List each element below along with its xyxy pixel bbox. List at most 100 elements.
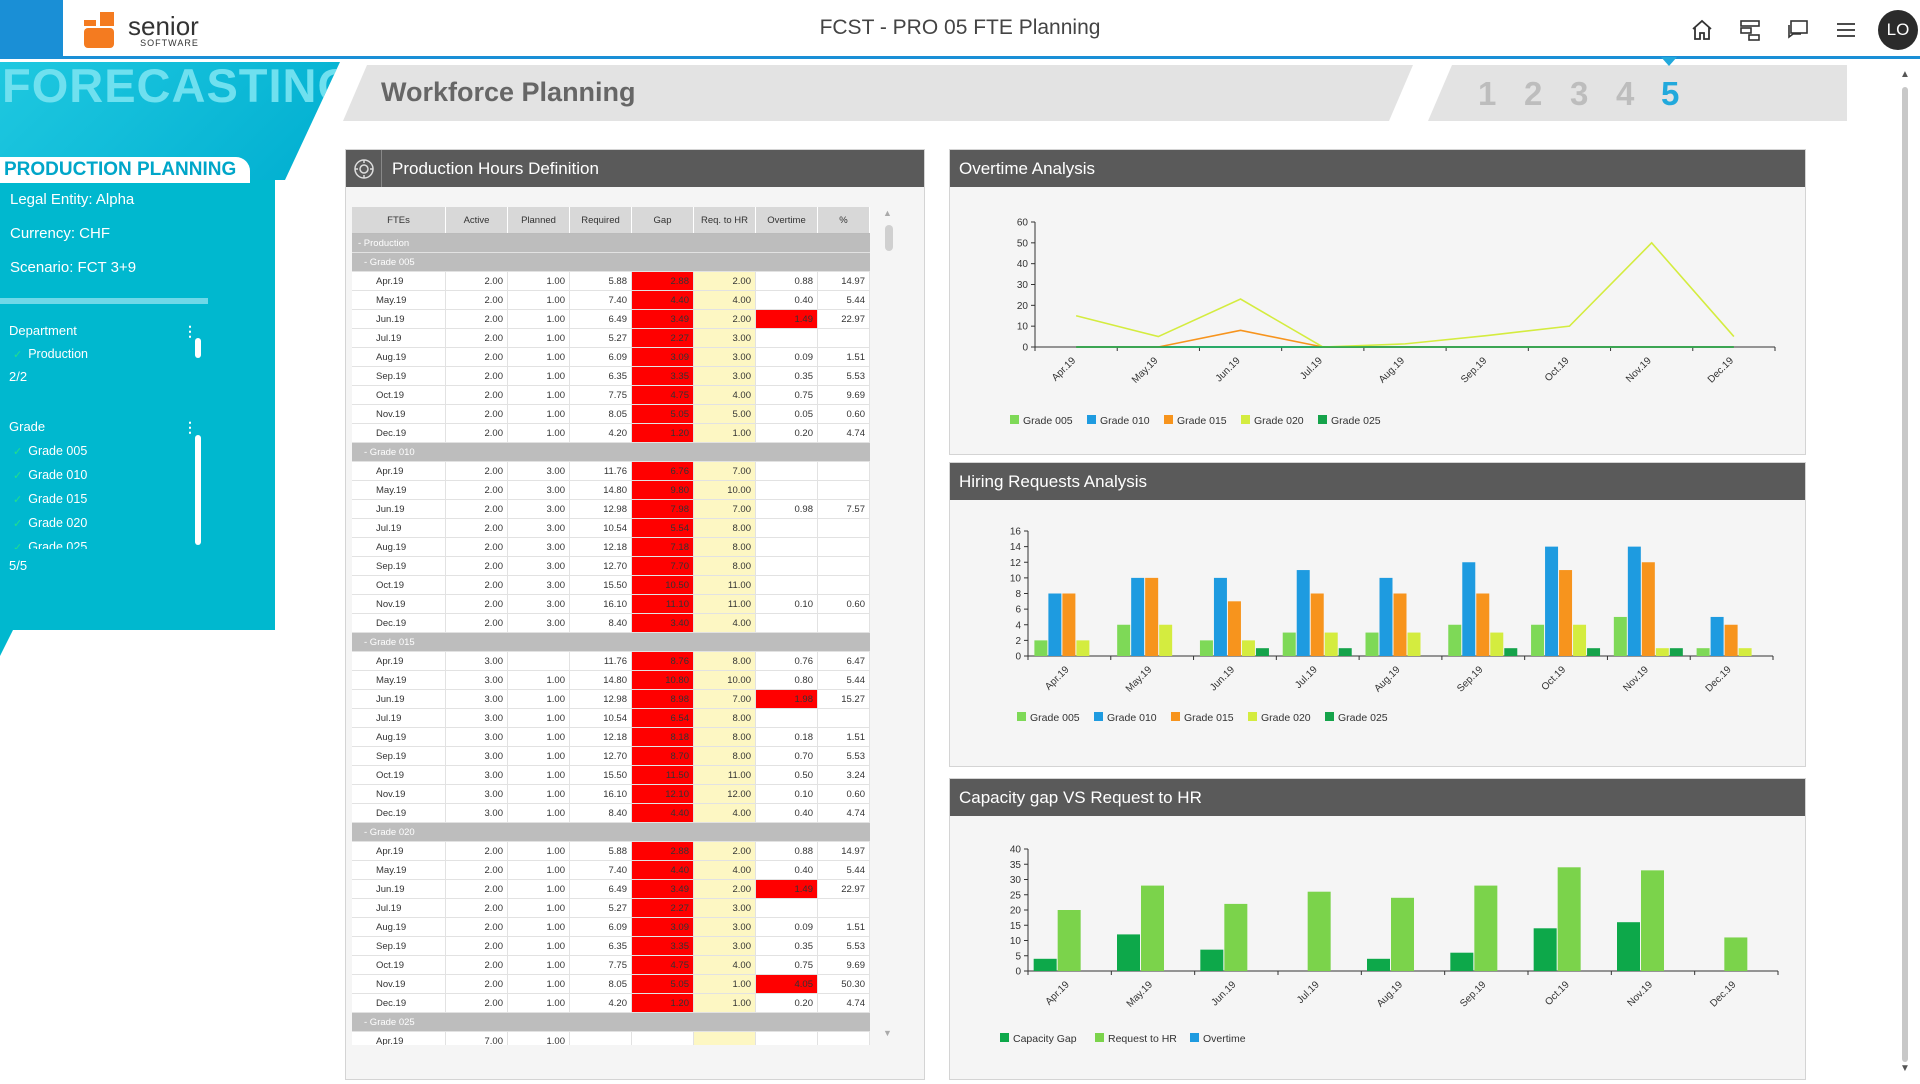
table-cell: 3.00: [694, 367, 756, 385]
table-row[interactable]: Aug.19 2.00 1.00 6.09 3.09 3.00 0.09 1.51: [352, 348, 870, 367]
table-row[interactable]: Aug.19 3.00 1.00 12.18 8.18 8.00 0.18 1.51: [352, 728, 870, 747]
group-row[interactable]: - Grade 005: [352, 253, 870, 272]
step-4[interactable]: 4: [1616, 75, 1635, 112]
department-scrollbar[interactable]: [195, 338, 201, 358]
table-cell: Sep.19: [352, 557, 446, 575]
table-row[interactable]: Aug.19 2.00 3.00 12.18 7.18 8.00: [352, 538, 870, 557]
step-1[interactable]: 1: [1478, 75, 1497, 112]
grade-options-icon[interactable]: ⋮: [183, 419, 197, 435]
table-row[interactable]: Jun.19 2.00 3.00 12.98 7.98 7.00 0.98 7.57: [352, 500, 870, 519]
table-row[interactable]: Sep.19 2.00 3.00 12.70 7.70 8.00: [352, 557, 870, 576]
bar: [1379, 577, 1393, 656]
column-header[interactable]: Required: [570, 207, 632, 233]
bar: [1450, 952, 1474, 971]
table-row[interactable]: Sep.19 3.00 1.00 12.70 8.70 8.00 0.70 5.53: [352, 747, 870, 766]
filter-item-grade-025[interactable]: ✓ Grade 025: [13, 540, 87, 549]
scroll-up-icon[interactable]: ▲: [883, 208, 892, 218]
overtime-line-chart: 0 10 20 30 40 50 60 Apr.19 May.19 Jun.19 Jul.19 Aug…: [1010, 218, 1776, 427]
filter-item-grade-020[interactable]: ✓ Grade 020: [13, 516, 88, 530]
table-row[interactable]: Oct.19 2.00 1.00 7.75 4.75 4.00 0.75 9.69: [352, 386, 870, 405]
table-cell: 4.05: [756, 975, 818, 993]
table-row[interactable]: Jul.19 2.00 1.00 5.27 2.27 3.00: [352, 899, 870, 918]
filter-item-grade-010[interactable]: ✓ Grade 010: [13, 468, 88, 482]
scroll-down-icon[interactable]: ▼: [1900, 1063, 1910, 1074]
group-row[interactable]: - Grade 020: [352, 823, 870, 842]
table-row[interactable]: Apr.19 2.00 1.00 5.88 2.88 2.00 0.88 14.97: [352, 842, 870, 861]
settings-gear-icon[interactable]: [346, 150, 382, 187]
department-options-icon[interactable]: ⋮: [183, 323, 197, 339]
filter-item-grade-015[interactable]: ✓ Grade 015: [13, 492, 88, 506]
table-row[interactable]: Dec.19 3.00 1.00 8.40 4.40 4.00 0.40 4.74: [352, 804, 870, 823]
table-row[interactable]: Jun.19 2.00 1.00 6.49 3.49 2.00 1.49 22.97: [352, 880, 870, 899]
table-row[interactable]: Sep.19 2.00 1.00 6.35 3.35 3.00 0.35 5.53: [352, 367, 870, 386]
scroll-up-icon[interactable]: ▲: [1900, 69, 1910, 80]
table-cell: 8.00: [694, 519, 756, 537]
table-cell: 9.80: [632, 481, 694, 499]
table-cell: 1.51: [818, 348, 870, 366]
table-cell: [756, 329, 818, 347]
menu-icon[interactable]: [1822, 8, 1870, 52]
table-row[interactable]: Apr.19 7.00 1.00: [352, 1032, 870, 1045]
section-tab[interactable]: PRODUCTION PLANNING: [0, 157, 251, 183]
app-launcher-block[interactable]: [0, 0, 63, 59]
table-cell: 3.49: [632, 880, 694, 898]
hierarchy-icon[interactable]: [1726, 8, 1774, 52]
table-row[interactable]: Nov.19 2.00 3.00 16.10 11.10 11.00 0.10 0.60: [352, 595, 870, 614]
table-row[interactable]: Dec.19 2.00 1.00 4.20 1.20 1.00 0.20 4.74: [352, 424, 870, 443]
x-tick-label: Jul.19: [1295, 979, 1322, 1006]
column-header[interactable]: Overtime: [756, 207, 818, 233]
column-header[interactable]: FTEs: [352, 207, 446, 233]
group-row[interactable]: - Grade 025: [352, 1013, 870, 1032]
table-row[interactable]: Dec.19 2.00 1.00 4.20 1.20 1.00 0.20 4.74: [352, 994, 870, 1013]
page-scrollbar[interactable]: ▲ ▼: [1896, 65, 1914, 1078]
scroll-down-icon[interactable]: ▼: [883, 1028, 892, 1038]
column-header[interactable]: Req. to HR: [694, 207, 756, 233]
step-2[interactable]: 2: [1524, 75, 1543, 112]
table-row[interactable]: Jul.19 2.00 1.00 5.27 2.27 3.00: [352, 329, 870, 348]
group-row-production[interactable]: - Production: [352, 234, 870, 253]
chat-icon[interactable]: [1774, 8, 1822, 52]
table-cell: 12.70: [570, 747, 632, 765]
column-header[interactable]: Gap: [632, 207, 694, 233]
table-row[interactable]: Nov.19 2.00 1.00 8.05 5.05 1.00 4.05 50.30: [352, 975, 870, 994]
table-cell: 6.35: [570, 367, 632, 385]
table-row[interactable]: Oct.19 2.00 3.00 15.50 10.50 11.00: [352, 576, 870, 595]
grid-scrollbar[interactable]: [885, 225, 893, 251]
table-row[interactable]: Nov.19 2.00 1.00 8.05 5.05 5.00 0.05 0.60: [352, 405, 870, 424]
table-cell: 0.60: [818, 405, 870, 423]
legend-label: Request to HR: [1108, 1033, 1177, 1045]
step-3[interactable]: 3: [1570, 75, 1589, 112]
table-cell: 1.49: [756, 310, 818, 328]
table-row[interactable]: Aug.19 2.00 1.00 6.09 3.09 3.00 0.09 1.51: [352, 918, 870, 937]
table-row[interactable]: Apr.19 3.00 11.76 8.76 8.00 0.76 6.47: [352, 652, 870, 671]
column-header[interactable]: %: [818, 207, 870, 233]
group-row[interactable]: - Grade 010: [352, 443, 870, 462]
filter-item-grade-005[interactable]: ✓ Grade 005: [13, 444, 88, 458]
table-row[interactable]: Nov.19 3.00 1.00 16.10 12.10 12.00 0.10 0.60: [352, 785, 870, 804]
table-row[interactable]: Dec.19 2.00 3.00 8.40 3.40 4.00: [352, 614, 870, 633]
table-row[interactable]: Jul.19 2.00 3.00 10.54 5.54 8.00: [352, 519, 870, 538]
table-cell: Jun.19: [352, 500, 446, 518]
table-row[interactable]: Apr.19 2.00 3.00 11.76 6.76 7.00: [352, 462, 870, 481]
home-icon[interactable]: [1678, 8, 1726, 52]
table-row[interactable]: May.19 2.00 1.00 7.40 4.40 4.00 0.40 5.44: [352, 291, 870, 310]
step-5[interactable]: 5: [1661, 75, 1680, 112]
table-row[interactable]: Apr.19 2.00 1.00 5.88 2.88 2.00 0.88 14.97: [352, 272, 870, 291]
table-row[interactable]: Jun.19 3.00 1.00 12.98 8.98 7.00 1.98 15.27: [352, 690, 870, 709]
column-header[interactable]: Planned: [508, 207, 570, 233]
filter-item-production[interactable]: ✓ Production: [13, 347, 88, 361]
table-row[interactable]: Oct.19 3.00 1.00 15.50 11.50 11.00 0.50 3.24: [352, 766, 870, 785]
table-row[interactable]: May.19 2.00 1.00 7.40 4.40 4.00 0.40 5.44: [352, 861, 870, 880]
grade-scrollbar[interactable]: [195, 435, 201, 545]
table-row[interactable]: Jun.19 2.00 1.00 6.49 3.49 2.00 1.49 22.97: [352, 310, 870, 329]
user-avatar[interactable]: LO: [1878, 10, 1918, 50]
group-row[interactable]: - Grade 015: [352, 633, 870, 652]
column-header[interactable]: Active: [446, 207, 508, 233]
table-row[interactable]: May.19 2.00 3.00 14.80 9.80 10.00: [352, 481, 870, 500]
table-row[interactable]: Sep.19 2.00 1.00 6.35 3.35 3.00 0.35 5.53: [352, 937, 870, 956]
table-row[interactable]: May.19 3.00 1.00 14.80 10.80 10.00 0.80 5.44: [352, 671, 870, 690]
bar: [1545, 546, 1559, 656]
page-scroll-thumb[interactable]: [1902, 87, 1908, 1062]
table-row[interactable]: Oct.19 2.00 1.00 7.75 4.75 4.00 0.75 9.69: [352, 956, 870, 975]
table-row[interactable]: Jul.19 3.00 1.00 10.54 6.54 8.00: [352, 709, 870, 728]
